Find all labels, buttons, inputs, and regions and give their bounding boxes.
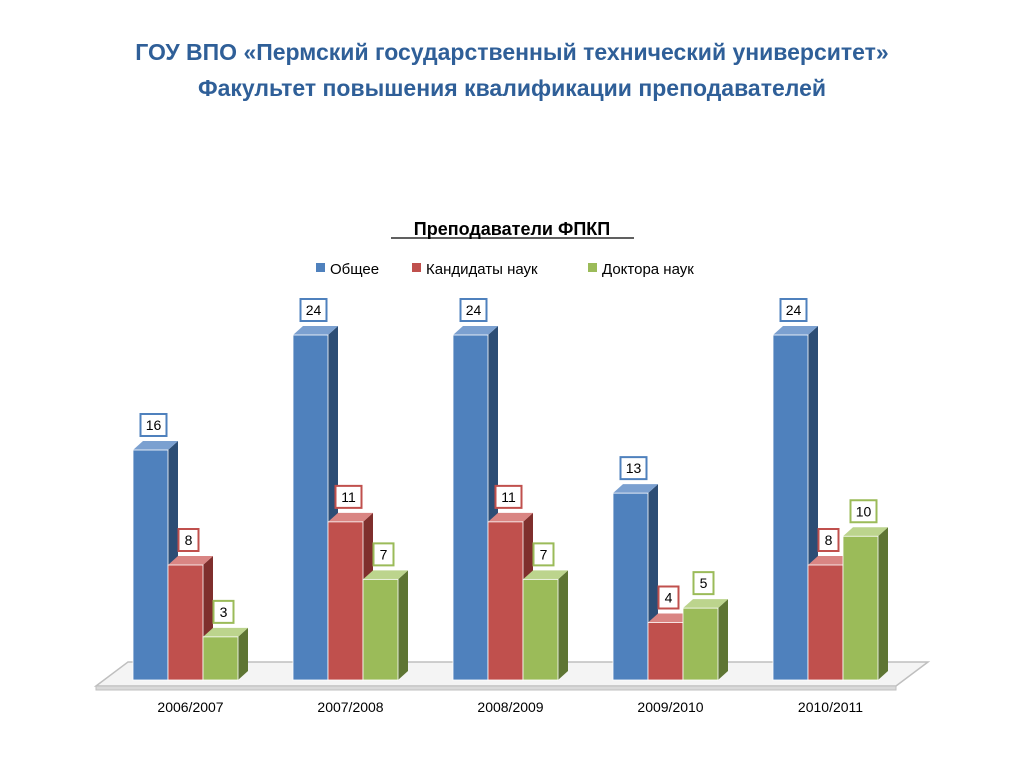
x-tick-label: 2009/2010 — [637, 699, 703, 715]
header-line-1: ГОУ ВПО «Пермский государственный технич… — [135, 39, 889, 65]
legend-label-1: Общее — [330, 261, 379, 278]
x-tick-label: 2010/2011 — [798, 699, 863, 715]
legend-swatch-3 — [588, 263, 597, 272]
bar-top — [648, 613, 693, 623]
bar — [202, 636, 239, 681]
bar-side — [878, 527, 888, 680]
bar-side — [398, 570, 408, 680]
bar — [807, 564, 844, 681]
bar — [167, 564, 204, 681]
data-label: 24 — [786, 302, 802, 318]
data-label-box — [692, 571, 715, 596]
data-label-box — [139, 413, 168, 437]
data-label: 24 — [466, 302, 482, 318]
data-label: 11 — [501, 489, 516, 505]
data-label-box — [334, 484, 363, 509]
bar-top — [203, 627, 248, 637]
data-label: 13 — [626, 460, 642, 476]
chart-title: Преподаватели ФПКП — [414, 219, 610, 239]
bar-top — [363, 570, 408, 580]
bar — [452, 334, 489, 681]
legend-swatch-1 — [316, 263, 325, 272]
legend-label-2: Кандидаты наук — [426, 261, 538, 278]
data-label-box — [779, 298, 808, 322]
bar-top — [613, 484, 658, 494]
data-label: 11 — [341, 489, 356, 505]
data-label-box — [212, 599, 235, 624]
data-label: 7 — [540, 546, 548, 562]
bar — [772, 334, 809, 681]
data-label: 8 — [185, 532, 193, 548]
data-label-box — [372, 542, 395, 567]
bar — [682, 607, 719, 681]
bar-top — [683, 599, 728, 609]
data-label: 10 — [856, 503, 872, 519]
bar-side — [238, 627, 248, 680]
bar — [612, 492, 649, 681]
bar-side — [718, 599, 728, 680]
x-tick-label: 2006/2007 — [157, 699, 223, 715]
data-label-box — [619, 456, 648, 481]
bar-top — [293, 326, 338, 335]
data-label-box — [494, 484, 523, 509]
data-label-box — [657, 585, 680, 610]
data-label: 7 — [380, 546, 388, 562]
legend-swatch-2 — [412, 263, 421, 272]
bar — [362, 578, 399, 681]
data-label: 3 — [220, 604, 228, 620]
slide-header: ГОУ ВПО «Пермский государственный технич… — [0, 34, 1024, 106]
bar-top — [808, 556, 853, 565]
data-label-box — [849, 499, 878, 524]
bar-side — [558, 570, 568, 680]
bar-top — [523, 570, 568, 580]
bar-top — [133, 441, 178, 450]
data-label-box — [532, 542, 555, 567]
bar-top — [488, 512, 533, 522]
bar-top — [328, 512, 373, 522]
data-label: 16 — [146, 417, 162, 433]
bar — [327, 521, 364, 681]
data-label: 5 — [700, 575, 708, 591]
chart-floor-edge — [95, 685, 897, 691]
x-tick-label: 2007/2008 — [317, 699, 383, 715]
data-label: 24 — [306, 302, 322, 318]
bar-top — [453, 326, 498, 335]
data-label-box — [459, 298, 488, 322]
bar — [647, 622, 684, 681]
bar-top — [773, 326, 818, 335]
bar — [522, 578, 559, 681]
bar — [487, 521, 524, 681]
data-label: 4 — [665, 590, 673, 606]
data-label: 8 — [825, 532, 833, 548]
header-line-2: Факультет повышения квалификации препода… — [197, 75, 827, 101]
bar — [842, 535, 879, 681]
bar-top — [168, 556, 213, 565]
x-tick-label: 2008/2009 — [477, 699, 543, 715]
legend-label-3: Доктора наук — [602, 261, 694, 278]
data-label-box — [299, 298, 328, 322]
bar — [132, 449, 169, 681]
bar-top — [843, 527, 888, 537]
data-label-box — [817, 528, 840, 552]
bar — [292, 334, 329, 681]
data-label-box — [177, 528, 200, 552]
